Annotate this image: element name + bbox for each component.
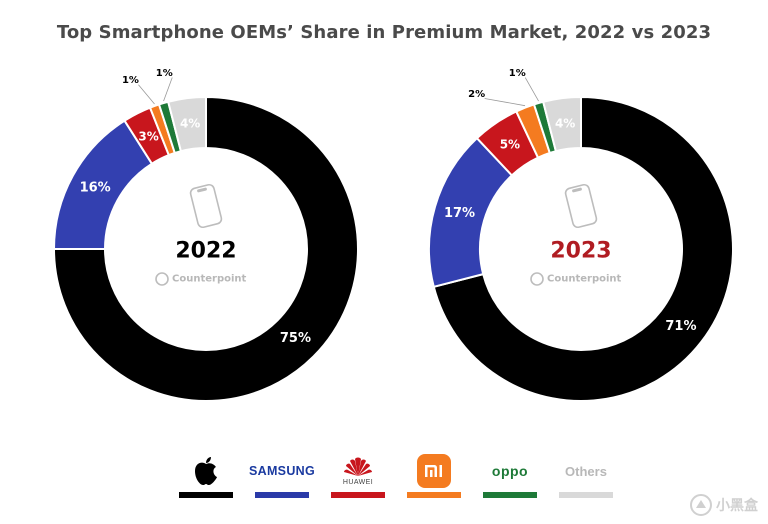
center-year-2023: 2023 xyxy=(550,239,611,264)
slice-label-xiaomi-2023: 2% xyxy=(468,89,485,100)
legend-bar-samsung xyxy=(255,492,309,498)
counterpoint-text: Counterpoint xyxy=(547,274,622,285)
leader-line-oppo-2023 xyxy=(524,77,539,102)
legend-bar-others xyxy=(559,492,613,498)
slice-label-others-2022: 4% xyxy=(180,116,200,130)
counterpoint-text: Counterpoint xyxy=(172,274,247,285)
phone-outline-icon xyxy=(189,183,223,229)
slice-label-samsung-2023: 17% xyxy=(444,206,475,221)
counterpoint-watermark: Counterpoint xyxy=(155,272,247,286)
legend-others: Others xyxy=(546,452,626,502)
slice-apple-2023 xyxy=(432,95,734,402)
slice-label-apple-2022: 75% xyxy=(280,331,311,346)
slice-apple-2022 xyxy=(52,95,359,402)
legend-bar-huawei xyxy=(331,492,385,498)
legend-bar-xiaomi xyxy=(407,492,461,498)
chart-title: Top Smartphone OEMs’ Share in Premium Ma… xyxy=(56,22,712,43)
counterpoint-watermark: Counterpoint xyxy=(530,272,622,286)
legend-xiaomi xyxy=(394,452,474,502)
huawei-petals-icon xyxy=(343,457,372,476)
apple-logo-icon xyxy=(166,452,246,490)
slice-label-oppo-2023: 1% xyxy=(509,68,526,79)
slice-label-xiaomi-2022: 1% xyxy=(122,75,139,86)
slice-others-2023 xyxy=(541,95,582,153)
slice-label-huawei-2022: 3% xyxy=(138,129,158,143)
phone-outline-icon xyxy=(564,183,598,229)
others-legend-text: Others xyxy=(565,463,607,479)
xiaomi-logo-icon xyxy=(417,454,451,488)
center-year-2022: 2022 xyxy=(175,239,236,264)
slice-label-samsung-2022: 16% xyxy=(80,181,111,196)
slice-label-oppo-2022: 1% xyxy=(156,68,173,79)
legend-apple xyxy=(166,452,246,502)
legend-bar-oppo xyxy=(483,492,537,498)
counterpoint-logo-icon xyxy=(155,272,169,286)
legend-huawei: HUAWEI xyxy=(318,452,398,502)
leader-line-xiaomi-2023 xyxy=(484,98,526,107)
site-watermark-text: 小黑盒 xyxy=(716,498,758,514)
donut-chart-2023: 71% 17% 5% 2% 1% 4% 2023 Counterpoint xyxy=(428,68,734,402)
leader-line-oppo-2022 xyxy=(163,77,173,102)
slice-others-2022 xyxy=(166,95,207,153)
leader-line-xiaomi-2022 xyxy=(138,84,155,105)
heybox-logo-icon xyxy=(690,494,712,516)
slice-label-apple-2023: 71% xyxy=(665,319,696,334)
legend-bar-apple xyxy=(179,492,233,498)
donut-chart-2022: 75% 16% 3% 1% 1% 4% 2022 Counterpoint xyxy=(52,68,359,402)
site-watermark: 小黑盒 xyxy=(690,494,758,516)
slice-label-others-2023: 4% xyxy=(555,116,575,130)
slice-label-huawei-2023: 5% xyxy=(500,137,520,151)
legend-samsung: SAMSUNG xyxy=(242,452,322,502)
oppo-logo-text: oppo xyxy=(491,463,529,479)
huawei-logo-text: HUAWEI xyxy=(342,479,374,486)
samsung-logo-text: SAMSUNG xyxy=(249,464,315,478)
counterpoint-logo-icon xyxy=(530,272,544,286)
legend-oppo: oppo xyxy=(470,452,550,502)
